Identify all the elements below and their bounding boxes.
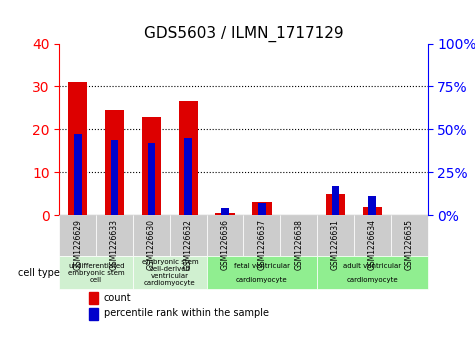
FancyBboxPatch shape bbox=[390, 215, 428, 256]
FancyBboxPatch shape bbox=[317, 256, 428, 289]
Text: GSM1226631: GSM1226631 bbox=[331, 219, 340, 270]
FancyBboxPatch shape bbox=[133, 256, 207, 289]
Bar bbox=[89, 292, 98, 304]
Bar bbox=[258, 203, 266, 215]
Text: adult ventricular

cardiomyocyte: adult ventricular cardiomyocyte bbox=[343, 262, 401, 282]
Bar bbox=[369, 196, 376, 215]
Text: GSM1226635: GSM1226635 bbox=[405, 219, 414, 270]
Text: GSM1226637: GSM1226637 bbox=[257, 219, 266, 270]
Text: GSM1226634: GSM1226634 bbox=[368, 219, 377, 270]
Bar bbox=[332, 186, 339, 215]
Text: percentile rank within the sample: percentile rank within the sample bbox=[104, 309, 268, 318]
FancyBboxPatch shape bbox=[243, 215, 280, 256]
Text: GSM1226629: GSM1226629 bbox=[73, 219, 82, 270]
Text: GSM1226638: GSM1226638 bbox=[294, 219, 303, 270]
Bar bbox=[89, 307, 98, 320]
Bar bbox=[221, 208, 229, 215]
Bar bbox=[252, 202, 272, 215]
Bar bbox=[105, 110, 124, 215]
Title: GDS5603 / ILMN_1717129: GDS5603 / ILMN_1717129 bbox=[143, 26, 343, 42]
FancyBboxPatch shape bbox=[354, 215, 390, 256]
Bar bbox=[74, 134, 82, 215]
Bar bbox=[148, 143, 155, 215]
Text: GSM1226636: GSM1226636 bbox=[220, 219, 229, 270]
Text: count: count bbox=[104, 293, 131, 303]
FancyBboxPatch shape bbox=[96, 215, 133, 256]
FancyBboxPatch shape bbox=[59, 215, 96, 256]
Bar bbox=[184, 138, 192, 215]
Bar bbox=[362, 207, 382, 215]
Text: GSM1226630: GSM1226630 bbox=[147, 219, 156, 270]
FancyBboxPatch shape bbox=[59, 256, 133, 289]
FancyBboxPatch shape bbox=[170, 215, 207, 256]
FancyBboxPatch shape bbox=[317, 215, 354, 256]
Bar bbox=[215, 213, 235, 215]
FancyBboxPatch shape bbox=[280, 215, 317, 256]
Text: undifferentiated
embryonic stem
cell: undifferentiated embryonic stem cell bbox=[68, 262, 124, 282]
Bar bbox=[179, 102, 198, 215]
Bar bbox=[142, 117, 161, 215]
Text: cell type: cell type bbox=[18, 268, 60, 278]
FancyBboxPatch shape bbox=[207, 215, 243, 256]
Text: GSM1226632: GSM1226632 bbox=[184, 219, 193, 270]
Text: fetal ventricular

cardiomyocyte: fetal ventricular cardiomyocyte bbox=[234, 262, 290, 282]
Bar bbox=[111, 140, 118, 215]
Text: GSM1226633: GSM1226633 bbox=[110, 219, 119, 270]
FancyBboxPatch shape bbox=[207, 256, 317, 289]
Bar bbox=[68, 82, 87, 215]
Text: embryonic stem
cell-derived
ventricular
cardiomyocyte: embryonic stem cell-derived ventricular … bbox=[142, 259, 198, 286]
FancyBboxPatch shape bbox=[133, 215, 170, 256]
Bar bbox=[326, 194, 345, 215]
